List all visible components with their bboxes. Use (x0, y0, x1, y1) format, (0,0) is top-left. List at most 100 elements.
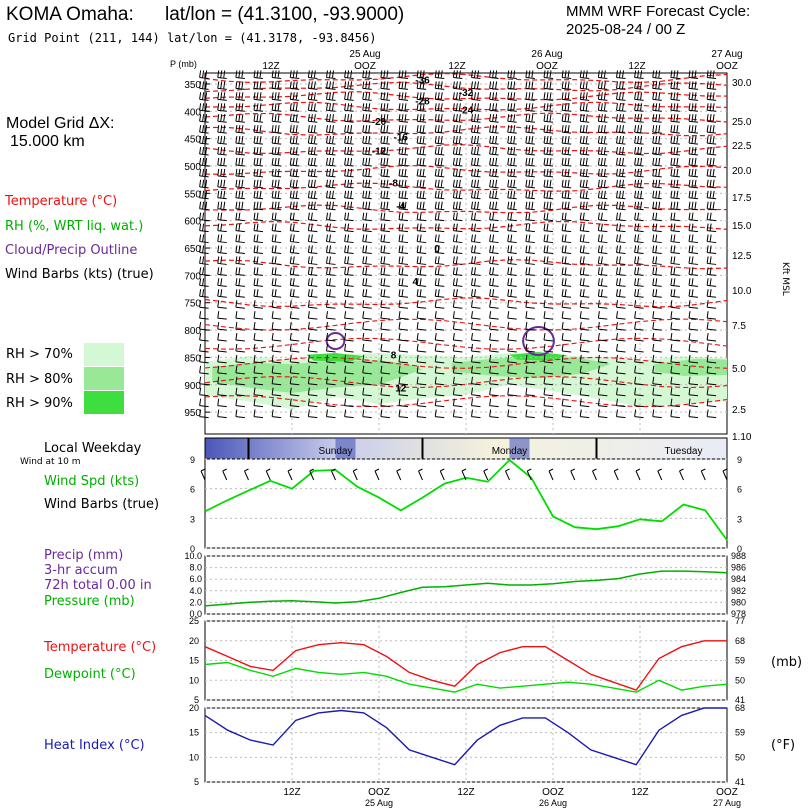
wind-barb (670, 376, 680, 386)
temp-f-tick-50: 50 (735, 675, 745, 685)
heat-f-tick-68: 68 (735, 703, 745, 713)
wind-barb (326, 398, 336, 408)
wind-barb (670, 168, 680, 178)
wind-barb (434, 146, 445, 156)
wind-barb (326, 267, 336, 276)
wind-barb (307, 387, 318, 397)
wind-barb (706, 278, 717, 287)
wind-barb (489, 125, 499, 134)
wind-barb (489, 409, 499, 419)
wind-barb (634, 365, 644, 375)
wind-barb (706, 92, 717, 101)
wind-barb (670, 190, 680, 200)
wind-barb (199, 157, 209, 167)
wind-barb (579, 168, 590, 178)
wind-barb (398, 92, 409, 101)
wind-barb (307, 398, 318, 408)
precip-tick-0.0: 0.0 (189, 609, 202, 619)
wind-barb (597, 179, 608, 189)
time-label-top: 12Z (628, 61, 645, 72)
wind-barb (199, 387, 209, 397)
wind-barb (452, 267, 463, 276)
wind-barb (616, 332, 626, 342)
wind-barb (380, 157, 390, 167)
wind-barb (235, 168, 245, 178)
wind-barb (344, 267, 354, 276)
pressure-tick-400: 400 (184, 107, 201, 118)
wind-barb (525, 146, 535, 156)
wind-barb (670, 114, 680, 123)
wind-barb (561, 212, 572, 222)
wind-barb (471, 409, 481, 419)
wind-barb (253, 81, 264, 90)
wind-barb (507, 278, 517, 287)
wind-barb (217, 92, 227, 101)
f-unit-2: (°F) (771, 738, 796, 753)
wind-barb (434, 190, 445, 200)
wind-barb (597, 223, 608, 233)
wind-barb (634, 300, 644, 309)
wind-barb (652, 409, 662, 419)
wind-barb-10m (613, 468, 619, 481)
wind-barb (271, 245, 282, 254)
wind-barb (307, 168, 318, 178)
wind-barb (616, 223, 626, 233)
wind-barb (489, 387, 499, 397)
wind-barb (507, 92, 517, 101)
wind-barb (525, 387, 535, 397)
wind-barb (471, 267, 481, 276)
wind-barb (452, 256, 463, 265)
wind-barb (326, 376, 336, 386)
wind-barb (616, 234, 626, 244)
wind-barb (652, 234, 662, 244)
wind-barb (380, 376, 390, 386)
wind-barb (289, 168, 300, 178)
wind-barb (398, 179, 409, 189)
wind-barb (579, 409, 590, 419)
time-label-top: OOZ (536, 61, 558, 72)
wind-barb (452, 311, 463, 320)
wind-barb (416, 157, 427, 167)
wind-barb (543, 289, 554, 298)
wind-barb (525, 332, 535, 342)
wind-barb (543, 146, 554, 156)
wind-barb (362, 146, 372, 156)
wind-barb (597, 343, 608, 353)
wind-barb (380, 212, 390, 222)
wind-barb (344, 387, 354, 397)
wind-barb (307, 256, 318, 265)
wind-barb (362, 300, 372, 309)
wind-barb (289, 179, 300, 189)
wind-barb (289, 311, 300, 320)
wind-barb (235, 103, 245, 112)
heat-f-tick-59: 59 (735, 728, 745, 738)
wind-barb (561, 267, 572, 276)
wind-barb (652, 398, 662, 408)
wind-barb (452, 322, 463, 331)
wind-barb (616, 311, 626, 320)
wind-barb (489, 179, 499, 189)
wind-barb (579, 354, 590, 364)
wind-barb-10m (526, 468, 532, 481)
wind-barb (489, 234, 499, 244)
wind-barb (253, 365, 264, 375)
wind-barb (289, 409, 300, 419)
wind-barb (706, 365, 717, 375)
wind-barb (525, 179, 535, 189)
wind-barb (398, 70, 409, 79)
wind-barb (597, 332, 608, 342)
wind-barb (471, 212, 481, 222)
wind-barb (561, 365, 572, 375)
pressure-tick-988: 988 (731, 551, 746, 561)
wind-barb (579, 146, 590, 156)
temp-label--4: -4 (396, 201, 405, 212)
wind-barb (434, 289, 445, 298)
wind-barb (199, 398, 209, 408)
wind-barb (634, 103, 644, 112)
wind-barb (471, 376, 481, 386)
wind-barb (199, 92, 209, 101)
wind-barb (434, 332, 445, 342)
wind-barb (670, 157, 680, 167)
wind-barb (670, 136, 680, 145)
wind-barb (579, 387, 590, 397)
